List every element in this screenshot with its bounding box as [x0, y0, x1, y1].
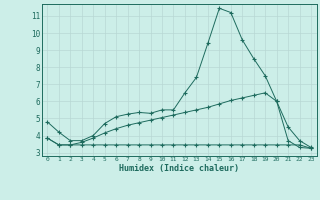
X-axis label: Humidex (Indice chaleur): Humidex (Indice chaleur) — [119, 164, 239, 173]
